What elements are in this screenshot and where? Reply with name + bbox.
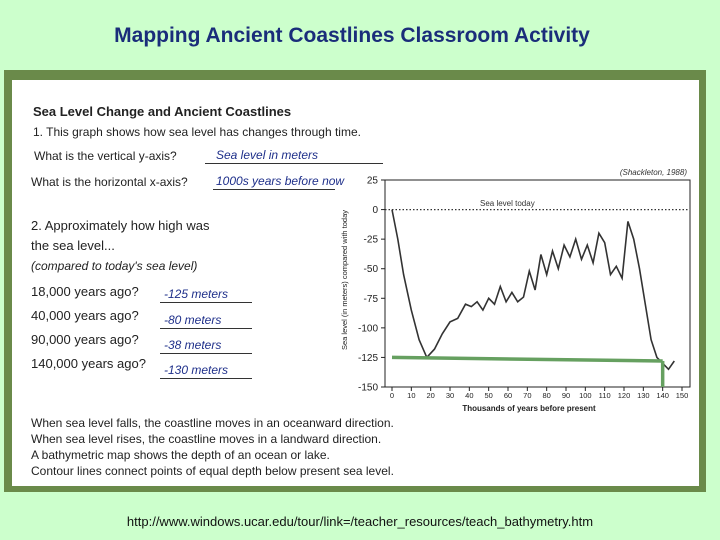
sea-level-chart: Sea level today (Shackleton, 1988) Thous… (340, 168, 691, 413)
annotation-line (391, 355, 663, 363)
y-tick-label: -125 (358, 353, 378, 364)
x-tick-label: 150 (676, 391, 689, 400)
chart-source: (Shackleton, 1988) (620, 168, 687, 177)
x-tick-label: 120 (618, 391, 631, 400)
x-tick-label: 60 (504, 391, 512, 400)
y-tick-label: -75 (364, 294, 379, 305)
q1b-prompt: What is the horizontal x-axis? (31, 175, 188, 189)
x-tick-label: 100 (579, 391, 592, 400)
reference-line-label: Sea level today (480, 199, 535, 208)
row-prompt: 140,000 years ago? (31, 356, 146, 371)
question-2-line-1: 2. Approximately how high was (31, 218, 210, 233)
y-tick-label: 0 (372, 205, 378, 216)
x-tick-label: 110 (599, 391, 611, 400)
y-tick-label: -50 (364, 264, 379, 275)
x-tick-label: 0 (390, 391, 394, 400)
row-prompt: 18,000 years ago? (31, 284, 139, 299)
source-url: http://www.windows.ucar.edu/tour/link=/t… (126, 514, 594, 529)
x-tick-label: 70 (523, 391, 531, 400)
x-tick-label: 90 (562, 391, 570, 400)
x-tick-label: 30 (446, 391, 454, 400)
row-answer: -125 meters (164, 287, 229, 301)
worksheet (12, 80, 699, 486)
y-tick-label: -150 (358, 383, 378, 394)
note-line: A bathymetric map shows the depth of an … (31, 448, 330, 462)
y-tick-label: 25 (367, 176, 379, 187)
worksheet-heading: Sea Level Change and Ancient Coastlines (33, 104, 292, 119)
row-underline (160, 302, 252, 303)
x-tick-label: 50 (484, 391, 492, 400)
q1a-underline (205, 163, 383, 164)
x-tick-label: 140 (656, 391, 669, 400)
row-prompt: 90,000 years ago? (31, 332, 139, 347)
question-2-line-3: (compared to today's sea level) (31, 259, 198, 273)
row-answer: -130 meters (164, 363, 229, 377)
row-underline (160, 353, 252, 354)
plot-frame (384, 179, 691, 388)
y-tick-label: -100 (358, 323, 378, 334)
row-underline (160, 378, 252, 379)
row-underline (160, 328, 252, 329)
x-tick-label: 40 (465, 391, 473, 400)
question-1: 1. This graph shows how sea level has ch… (33, 125, 361, 139)
x-tick-label: 10 (407, 391, 415, 400)
q1a-prompt: What is the vertical y-axis? (34, 149, 177, 163)
x-tick-label: 130 (637, 391, 650, 400)
x-tick-label: 20 (426, 391, 434, 400)
note-line: When sea level rises, the coastline move… (31, 432, 382, 446)
note-line: When sea level falls, the coastline move… (31, 416, 394, 430)
row-answer: -80 meters (164, 313, 222, 327)
q1a-answer: Sea level in meters (216, 148, 319, 162)
sea-level-series-line (391, 209, 675, 371)
row-answer: -38 meters (164, 338, 222, 352)
x-tick-label: 80 (542, 391, 550, 400)
row-prompt: 40,000 years ago? (31, 308, 139, 323)
q1b-underline (213, 189, 335, 190)
y-tick-label: -25 (364, 235, 379, 246)
q1b-answer: 1000s years before now (216, 174, 345, 188)
slide-title: Mapping Ancient Coastlines Classroom Act… (114, 24, 590, 47)
question-2-line-2: the sea level... (31, 238, 115, 253)
y-axis-label: Sea level (in meters) compared with toda… (340, 210, 349, 350)
note-line: Contour lines connect points of equal de… (31, 464, 394, 478)
x-axis-label: Thousands of years before present (462, 404, 596, 413)
